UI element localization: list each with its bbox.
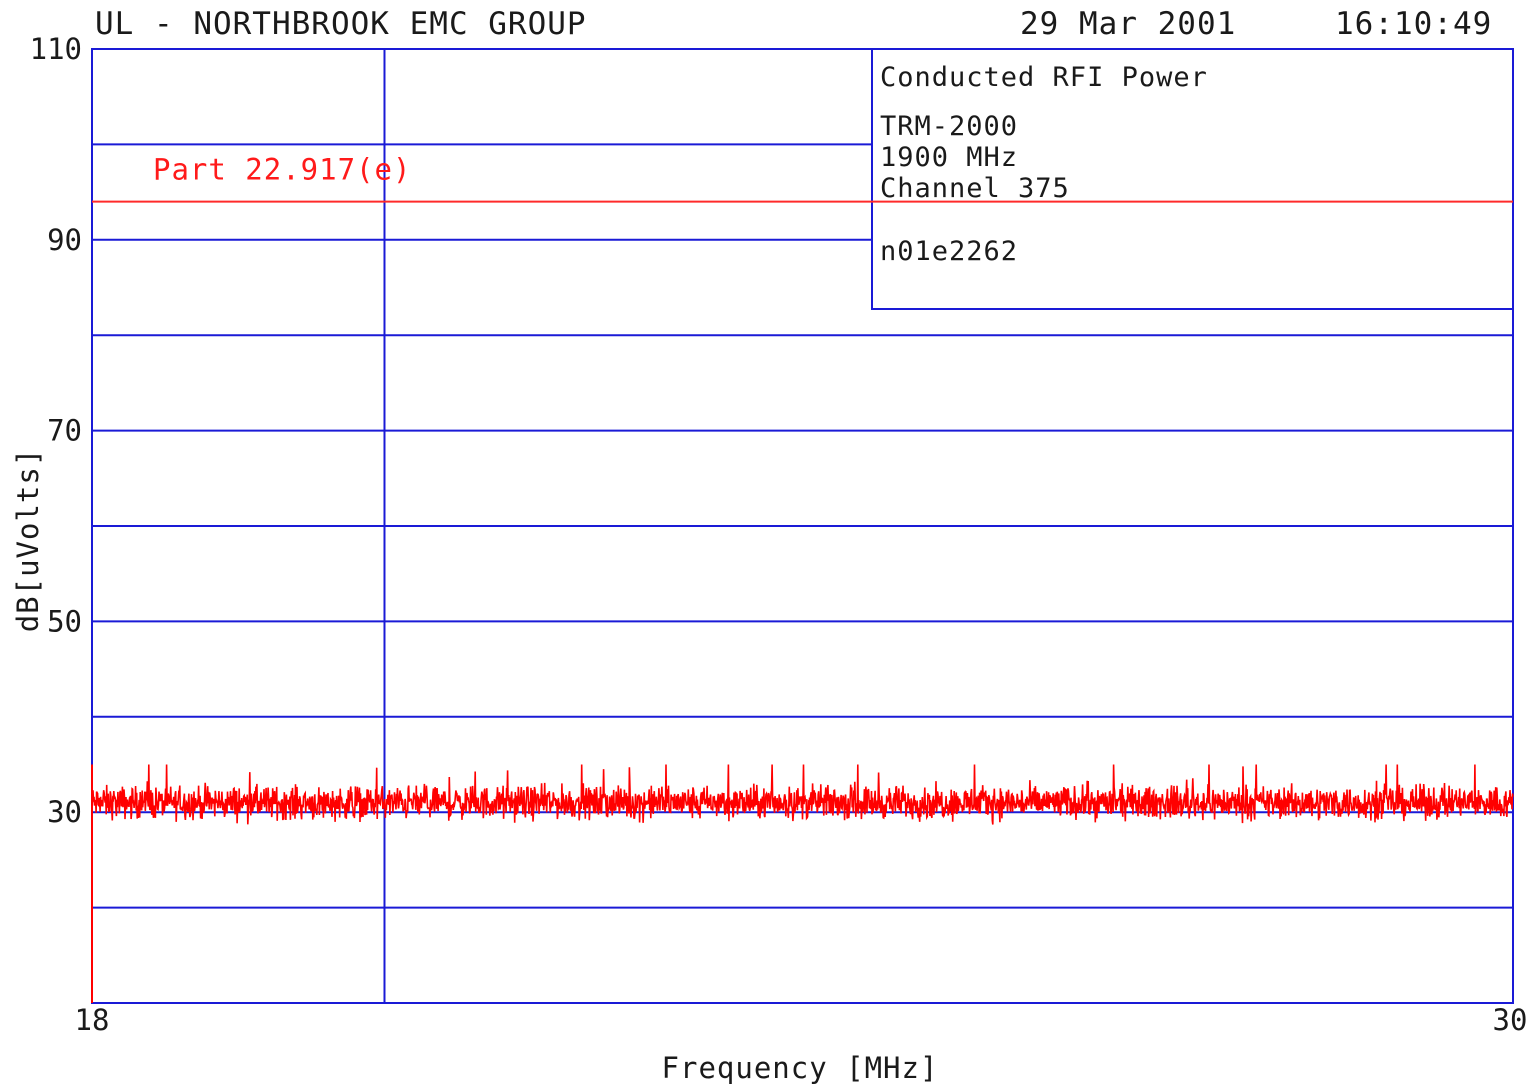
plot-frame xyxy=(91,48,1514,1004)
limit-line-group: Part 22.917(e) xyxy=(92,153,1513,203)
y-tick-label: 110 xyxy=(30,32,82,66)
info-box-frequency: 1900 MHz xyxy=(880,142,1018,173)
info-box-channel: Channel 375 xyxy=(880,173,1070,204)
limit-line-label: Part 22.917(e) xyxy=(153,153,411,187)
y-tick-label: 50 xyxy=(47,604,82,638)
y-tick-label: 30 xyxy=(47,795,82,829)
trace-group xyxy=(91,764,1514,1003)
y-tick-label: 70 xyxy=(47,414,82,448)
header-time: 16:10:49 xyxy=(1335,6,1492,42)
x-tick-label: 18 xyxy=(75,1003,110,1037)
info-box: Conducted RFI Power TRM-2000 1900 MHz Ch… xyxy=(880,62,1208,267)
info-box-file-id: n01e2262 xyxy=(880,236,1018,267)
y-axis-label: dB[uVolts] xyxy=(11,448,45,633)
info-box-border xyxy=(871,49,1513,310)
header-lab-name: UL - NORTHBROOK EMC GROUP xyxy=(95,6,587,42)
info-box-model: TRM-2000 xyxy=(880,111,1018,142)
info-box-title: Conducted RFI Power xyxy=(880,62,1208,93)
header-date: 29 Mar 2001 xyxy=(1020,6,1236,42)
x-axis-label: Frequency [MHz] xyxy=(662,1051,939,1085)
y-tick-label: 90 xyxy=(47,223,82,257)
noise-trace xyxy=(91,764,1514,825)
tick-labels: 110 90 70 50 30 18 30 xyxy=(30,32,1528,1037)
plot-grid xyxy=(91,48,1514,1004)
x-tick-label: 30 xyxy=(1493,1003,1528,1037)
